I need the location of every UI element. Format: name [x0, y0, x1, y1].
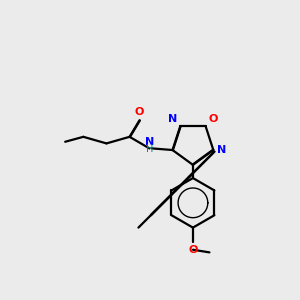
Text: O: O: [188, 245, 198, 255]
Text: O: O: [135, 107, 144, 117]
Text: O: O: [208, 114, 218, 124]
Text: N: N: [217, 145, 226, 155]
Text: N: N: [168, 114, 178, 124]
Text: H: H: [146, 144, 153, 154]
Text: N: N: [145, 137, 154, 147]
